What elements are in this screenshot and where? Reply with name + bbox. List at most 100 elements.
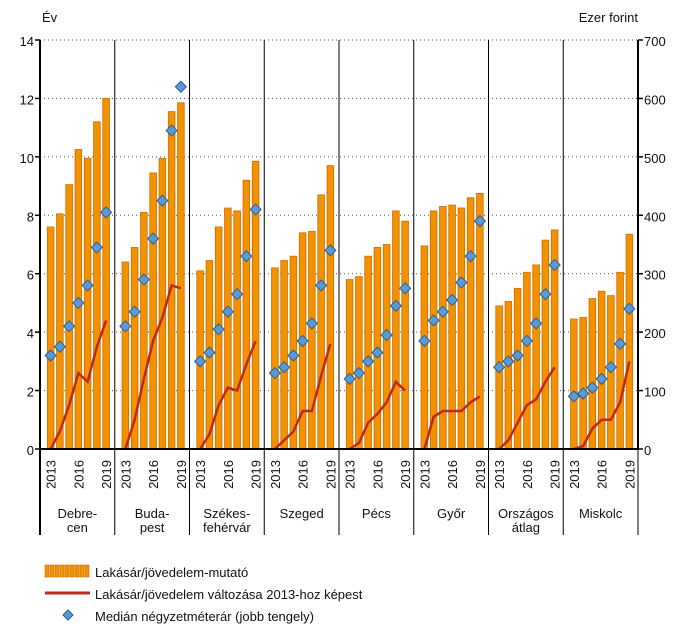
bar [420, 245, 429, 450]
marker [324, 244, 337, 257]
marker [165, 124, 178, 137]
marker [156, 194, 169, 207]
x-tick-label: 2016 [71, 460, 86, 489]
marker [613, 337, 627, 351]
marker [502, 355, 515, 368]
legend-swatch [74, 564, 80, 578]
bar [448, 204, 456, 450]
marker [203, 346, 216, 359]
marker [511, 349, 524, 362]
marker [62, 320, 76, 333]
y-tick-label: 2 [27, 385, 34, 400]
legend-swatch [84, 564, 90, 578]
group-label: átlag [512, 520, 540, 535]
bar [401, 220, 409, 450]
x-tick-label: 2013 [44, 460, 59, 489]
y-tick-label: 14 [20, 34, 34, 49]
bar [392, 210, 400, 450]
bar [93, 121, 101, 450]
marker [398, 282, 412, 295]
y-tick-label: 12 [20, 92, 34, 107]
x-tick-label: 2016 [370, 460, 385, 489]
y-tick-label: 0 [27, 443, 34, 458]
x-tick-label: 2016 [520, 460, 535, 489]
y-tick-label: 10 [20, 151, 34, 166]
group-label: Miskolc [579, 506, 623, 521]
marker [455, 276, 468, 289]
x-tick-label: 2013 [417, 460, 432, 489]
marker [53, 340, 67, 353]
marker [389, 299, 403, 313]
bar [523, 271, 531, 450]
bar [382, 244, 391, 450]
bar [504, 301, 513, 450]
bar [83, 157, 92, 450]
bar [233, 210, 241, 450]
legend-swatch [49, 564, 55, 578]
bar [495, 305, 503, 450]
marker [44, 349, 57, 362]
group-label: Győr [437, 506, 466, 521]
marker [371, 346, 384, 359]
bar [476, 192, 484, 450]
bar [345, 279, 354, 450]
marker [427, 314, 440, 327]
group-label: fehérvár [203, 520, 251, 535]
line [423, 395, 481, 450]
bar [326, 165, 335, 450]
marker [473, 214, 487, 228]
group-label: Pécs [362, 506, 391, 521]
x-tick-label: 2013 [118, 460, 133, 489]
x-tick-label: 2013 [492, 460, 507, 489]
marker [305, 317, 319, 330]
x-tick-label: 2019 [99, 460, 114, 489]
legend-swatch [54, 564, 60, 578]
bar [242, 179, 251, 450]
bar [102, 98, 110, 450]
group-label: Debre- [58, 506, 98, 521]
x-tick-label: 2016 [146, 460, 161, 489]
legend-label: Lakásár/jövedelem változása 2013-hoz kép… [95, 587, 363, 602]
marker [193, 355, 207, 368]
bar [541, 239, 550, 450]
y2-tick-label: 600 [644, 92, 666, 107]
marker [586, 381, 599, 394]
marker [361, 355, 375, 368]
bar [429, 210, 438, 450]
group-label: Országos [498, 506, 554, 521]
bar [308, 230, 316, 450]
legend-swatch [62, 609, 74, 621]
marker [90, 241, 104, 254]
marker [548, 258, 561, 272]
legend-swatch [79, 564, 85, 578]
y2-tick-label: 200 [644, 326, 666, 341]
marker [277, 360, 291, 374]
bar [140, 211, 148, 450]
x-tick-label: 2013 [343, 460, 358, 489]
marker [268, 366, 282, 380]
line [348, 379, 406, 451]
marker [380, 328, 393, 342]
marker [221, 305, 235, 318]
marker [296, 334, 309, 348]
x-tick-label: 2019 [323, 460, 338, 489]
line [573, 361, 631, 451]
bar [280, 260, 288, 450]
marker [240, 249, 253, 263]
group-label: Buda- [135, 506, 170, 521]
marker [343, 372, 356, 386]
group-label: cen [67, 520, 88, 535]
y2-tick-label: 400 [644, 209, 666, 224]
y2-tick-label: 700 [644, 34, 666, 49]
marker [576, 387, 590, 400]
bar [121, 261, 130, 450]
x-tick-label: 2019 [473, 460, 488, 489]
x-tick-label: 2019 [398, 460, 413, 489]
y2-tick-label: 500 [644, 151, 666, 166]
x-tick-label: 2016 [595, 460, 610, 489]
x-tick-label: 2016 [221, 460, 236, 489]
marker [604, 360, 618, 374]
x-tick-label: 2013 [268, 460, 283, 489]
bar [570, 318, 578, 450]
